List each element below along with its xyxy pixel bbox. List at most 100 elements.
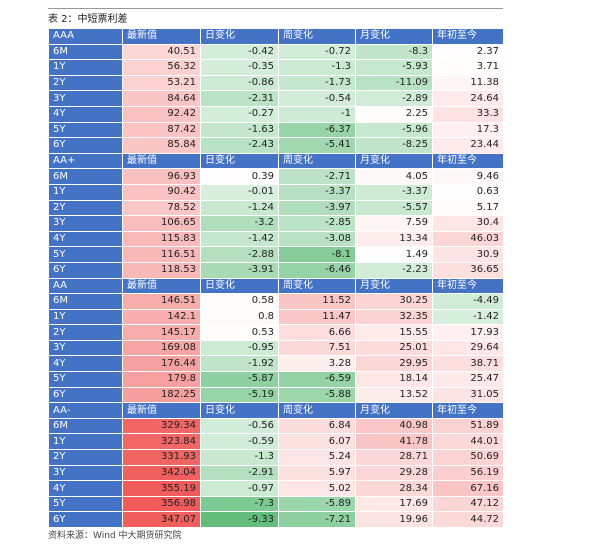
value-cell: 331.93 [122, 449, 201, 466]
data-row: 3Y 169.08 -0.95 7.51 25.01 29.64 [48, 339, 504, 357]
group-name: AA+ [48, 152, 123, 170]
value-cell: 342.04 [122, 464, 201, 482]
value-cell: 44.72 [432, 511, 504, 528]
value-cell: 106.65 [122, 215, 201, 232]
value-cell: 2.25 [355, 105, 433, 123]
tenor-label: 5Y [48, 121, 123, 139]
value-cell: 32.35 [355, 308, 433, 326]
column-header: 日变化 [200, 152, 279, 170]
tenor-label: 3Y [48, 90, 123, 107]
value-cell: -5.96 [355, 121, 433, 139]
spread-table: AAA 最新值 日变化 周变化 月变化 年初至今 6M 40.51 -0.42 -0.72 -8.3… [48, 28, 504, 528]
value-cell: 3.71 [432, 59, 504, 76]
tenor-label: 5Y [48, 371, 123, 388]
column-header: 周变化 [278, 277, 356, 295]
tenor-label: 5Y [48, 246, 123, 263]
data-row: 1Y 90.42 -0.01 -3.37 -3.37 0.63 [48, 183, 504, 201]
value-cell: 44.01 [432, 433, 504, 451]
value-cell: 0.53 [200, 324, 279, 341]
value-cell: 0.58 [200, 293, 279, 310]
tenor-label: 4Y [48, 230, 123, 248]
tenor-label: 4Y [48, 105, 123, 123]
tenor-label: 6M [48, 168, 123, 185]
column-header: 月变化 [355, 402, 433, 419]
value-cell: -8.3 [355, 43, 433, 61]
value-cell: 329.34 [122, 417, 201, 435]
value-cell: 28.34 [355, 480, 433, 497]
value-cell: 87.42 [122, 121, 201, 139]
value-cell: 347.07 [122, 511, 201, 528]
data-row: 2Y 331.93 -1.3 5.24 28.71 50.69 [48, 449, 504, 466]
value-cell: 182.25 [122, 386, 201, 404]
tenor-label: 5Y [48, 495, 123, 513]
value-cell: 169.08 [122, 339, 201, 357]
value-cell: 118.53 [122, 261, 201, 279]
value-cell: -0.01 [200, 183, 279, 201]
value-cell: 92.42 [122, 105, 201, 123]
column-header: 周变化 [278, 28, 356, 45]
group-name: AAA [48, 28, 123, 45]
data-row: 6Y 118.53 -3.91 -6.46 -2.23 36.65 [48, 261, 504, 279]
data-row: 5Y 116.51 -2.88 -8.1 1.49 30.9 [48, 246, 504, 263]
value-cell: -0.56 [200, 417, 279, 435]
column-header: 周变化 [278, 152, 356, 170]
value-cell: -5.57 [355, 199, 433, 217]
tenor-label: 6M [48, 417, 123, 435]
tenor-label: 3Y [48, 339, 123, 357]
value-cell: -0.72 [278, 43, 356, 61]
value-cell: 47.12 [432, 495, 504, 513]
tenor-label: 1Y [48, 433, 123, 451]
value-cell: -1 [278, 105, 356, 123]
value-cell: -2.71 [278, 168, 356, 185]
column-header: 日变化 [200, 28, 279, 45]
value-cell: -6.46 [278, 261, 356, 279]
value-cell: -1.3 [278, 59, 356, 76]
data-row: 4Y 176.44 -1.92 3.28 29.95 38.71 [48, 355, 504, 373]
value-cell: -0.54 [278, 90, 356, 107]
tenor-label: 4Y [48, 355, 123, 373]
column-header: 年初至今 [432, 152, 504, 170]
value-cell: 355.19 [122, 480, 201, 497]
value-cell: 36.65 [432, 261, 504, 279]
value-cell: 11.47 [278, 308, 356, 326]
tenor-label: 6M [48, 43, 123, 61]
value-cell: -2.31 [200, 90, 279, 107]
value-cell: 29.28 [355, 464, 433, 482]
value-cell: 13.34 [355, 230, 433, 248]
value-cell: 13.52 [355, 386, 433, 404]
value-cell: -5.41 [278, 137, 356, 154]
header-row: AA+ 最新值 日变化 周变化 月变化 年初至今 [48, 152, 504, 170]
value-cell: -5.88 [278, 386, 356, 404]
value-cell: -8.1 [278, 246, 356, 263]
value-cell: 46.03 [432, 230, 504, 248]
value-cell: 17.69 [355, 495, 433, 513]
value-cell: 5.17 [432, 199, 504, 217]
value-cell: -5.93 [355, 59, 433, 76]
value-cell: 5.97 [278, 464, 356, 482]
value-cell: -0.97 [200, 480, 279, 497]
value-cell: 25.47 [432, 371, 504, 388]
value-cell: 3.28 [278, 355, 356, 373]
tenor-label: 2Y [48, 74, 123, 92]
value-cell: 40.51 [122, 43, 201, 61]
column-header: 最新值 [122, 402, 201, 419]
tenor-label: 6Y [48, 511, 123, 528]
column-header: 年初至今 [432, 402, 504, 419]
value-cell: 84.64 [122, 90, 201, 107]
value-cell: 1.49 [355, 246, 433, 263]
tenor-label: 2Y [48, 449, 123, 466]
value-cell: 24.64 [432, 90, 504, 107]
value-cell: 23.44 [432, 137, 504, 154]
column-header: 最新值 [122, 277, 201, 295]
value-cell: -6.37 [278, 121, 356, 139]
tenor-label: 3Y [48, 464, 123, 482]
data-row: 6Y 85.84 -2.43 -5.41 -8.25 23.44 [48, 137, 504, 154]
source: 资料来源：Wind 中大期货研究院 [48, 531, 182, 541]
value-cell: 145.17 [122, 324, 201, 341]
header-row: AA 最新值 日变化 周变化 月变化 年初至今 [48, 277, 504, 295]
value-cell: -5.87 [200, 371, 279, 388]
column-header: 最新值 [122, 28, 201, 45]
column-header: 月变化 [355, 152, 433, 170]
value-cell: 0.8 [200, 308, 279, 326]
data-row: 1Y 323.84 -0.59 6.07 41.78 44.01 [48, 433, 504, 451]
